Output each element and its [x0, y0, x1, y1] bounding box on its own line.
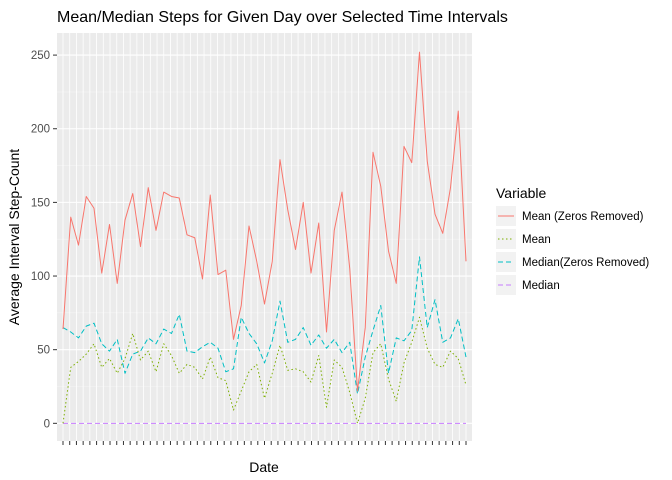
- y-tick-label: 250: [31, 50, 50, 62]
- legend-label: Mean: [522, 234, 551, 246]
- chart-title: Mean/Median Steps for Given Day over Sel…: [57, 9, 508, 26]
- y-axis-title: Average Interval Step-Count: [6, 149, 22, 326]
- y-tick-label: 0: [44, 418, 50, 430]
- y-tick-label: 50: [37, 345, 50, 357]
- legend-title: Variable: [496, 185, 547, 201]
- y-tick-label: 200: [31, 124, 50, 136]
- series-line-1: [62, 316, 467, 424]
- x-axis-title: Date: [249, 459, 279, 475]
- series-line-2: [62, 256, 467, 395]
- legend-label: Mean (Zeros Removed): [522, 211, 644, 223]
- legend-label: Median(Zeros Removed): [522, 257, 649, 269]
- legend-label: Median: [522, 280, 560, 292]
- series-layer: [62, 51, 467, 424]
- grid-major: [57, 33, 472, 441]
- series-line-0: [62, 51, 467, 392]
- y-axis: 0 50 100 150 200 250: [31, 50, 57, 430]
- legend: Variable Mean (Zeros Removed) Mean Median(…: [496, 185, 649, 295]
- x-axis: [62, 441, 467, 445]
- y-tick-label: 150: [31, 197, 50, 209]
- y-tick-label: 100: [31, 271, 50, 283]
- legend-items: Mean (Zeros Removed) Mean Median(Zeros Rem…: [496, 206, 649, 295]
